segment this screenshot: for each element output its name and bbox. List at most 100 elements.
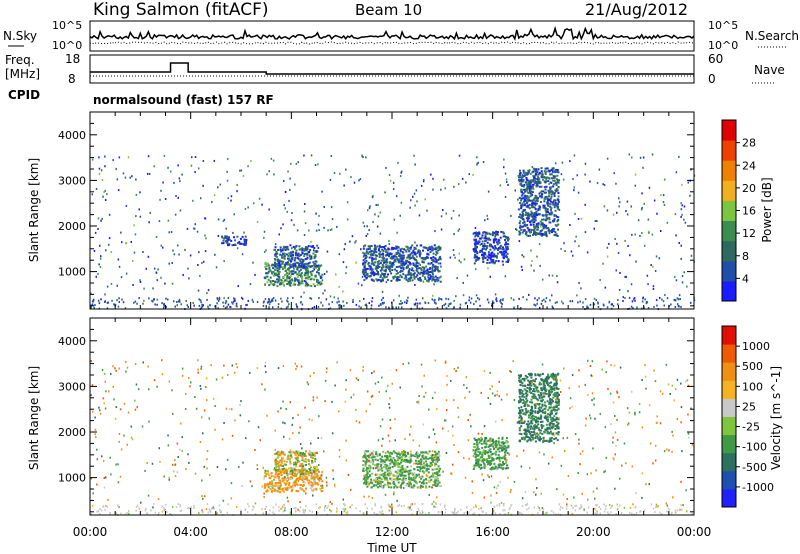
scatter-cell: [273, 475, 276, 478]
scatter-cell: [414, 204, 416, 207]
scatter-cell: [554, 175, 557, 178]
scatter-cell: [312, 267, 315, 270]
scatter-cell: [432, 269, 435, 272]
scatter-cell: [276, 252, 279, 255]
scatter-cell: [536, 170, 539, 173]
scatter-cell: [491, 233, 494, 235]
scatter-cell: [152, 287, 154, 290]
scatter-cell: [537, 207, 540, 210]
scatter-cell: [396, 231, 398, 234]
scatter-cell: [283, 482, 286, 485]
scatter-cell: [243, 240, 246, 243]
scatter-cell: [423, 466, 426, 469]
scatter-cell: [302, 260, 304, 263]
scatter-cell: [420, 477, 423, 480]
scatter-cell: [238, 240, 241, 243]
scatter-cell: [422, 257, 425, 260]
scatter-cell: [431, 298, 433, 301]
scatter-cell: [477, 240, 480, 243]
scatter-cell: [164, 304, 166, 307]
scatter-cell: [545, 378, 548, 381]
scatter-cell: [147, 155, 150, 158]
scatter-cell: [286, 276, 289, 279]
scatter-cell: [482, 231, 485, 234]
scatter-cell: [329, 178, 332, 181]
scatter-cell: [421, 470, 424, 473]
scatter-cell: [526, 404, 529, 407]
scatter-cell: [500, 251, 503, 254]
scatter-cell: [501, 248, 504, 251]
scatter-cell: [549, 438, 552, 441]
scatter-cell: [597, 302, 599, 305]
scatter-cell: [541, 229, 544, 232]
scatter-cell: [504, 249, 507, 252]
scatter-cell: [100, 298, 102, 301]
scatter-cell: [504, 467, 507, 470]
scatter-cell: [373, 484, 376, 487]
scatter-cell: [530, 193, 533, 195]
scatter-cell: [431, 268, 434, 271]
scatter-cell: [531, 206, 534, 208]
scatter-cell: [267, 262, 270, 265]
scatter-cell: [425, 486, 428, 489]
scatter-cell: [525, 234, 528, 237]
scatter-cell: [143, 299, 145, 302]
scatter-cell: [544, 407, 547, 410]
scatter-cell: [234, 239, 236, 242]
scatter-cell: [408, 478, 411, 481]
scatter-cell: [435, 250, 438, 253]
scatter-cell: [489, 448, 492, 451]
scatter-cell: [488, 457, 491, 460]
scatter-cell: [575, 235, 577, 238]
scatter-cell: [553, 218, 556, 221]
scatter-cell: [376, 464, 379, 467]
scatter-cell: [375, 278, 378, 281]
scatter-cell: [289, 270, 292, 273]
scatter-cell: [487, 256, 490, 259]
scatter-cell: [534, 416, 537, 418]
scatter-cell: [546, 203, 549, 206]
scatter-cell: [497, 260, 500, 263]
scatter-cell: [256, 301, 259, 303]
scatter-cell: [326, 270, 328, 273]
scatter-cell: [538, 395, 541, 398]
scatter-cell: [291, 488, 294, 491]
scatter-cell: [368, 460, 371, 463]
scatter-cell: [544, 428, 547, 431]
scatter-cell: [298, 248, 301, 251]
scatter-cell: [539, 392, 542, 395]
scatter-cell: [310, 481, 313, 484]
velocity-scatter: [90, 359, 694, 517]
scatter-cell: [284, 191, 287, 193]
scatter-cell: [192, 199, 194, 202]
scatter-cell: [433, 244, 436, 247]
scatter-cell: [546, 176, 548, 179]
scatter-cell: [486, 214, 488, 217]
scatter-cell: [245, 238, 248, 241]
scatter-cell: [551, 177, 553, 180]
scatter-cell: [651, 153, 654, 156]
scatter-cell: [390, 263, 393, 266]
scatter-cell: [489, 275, 491, 278]
scatter-cell: [316, 473, 319, 476]
scatter-cell: [422, 261, 425, 264]
scatter-cell: [278, 266, 281, 269]
scatter-cell: [440, 298, 442, 300]
scatter-cell: [407, 452, 409, 455]
scatter-cell: [97, 228, 99, 230]
scatter-cell: [606, 209, 609, 212]
scatter-cell: [236, 190, 238, 193]
scatter-cell: [388, 459, 391, 462]
scatter-cell: [217, 300, 220, 302]
scatter-cell: [628, 153, 631, 156]
scatter-cell: [381, 279, 384, 282]
scatter-cell: [450, 302, 452, 305]
scatter-cell: [681, 281, 684, 284]
scatter-cell: [127, 156, 130, 159]
scatter-cell: [473, 437, 476, 440]
scatter-cell: [579, 300, 581, 303]
scatter-cell: [117, 305, 120, 308]
scatter-cell: [533, 215, 536, 218]
scatter-cell: [365, 457, 367, 460]
scatter-cell: [405, 455, 408, 458]
